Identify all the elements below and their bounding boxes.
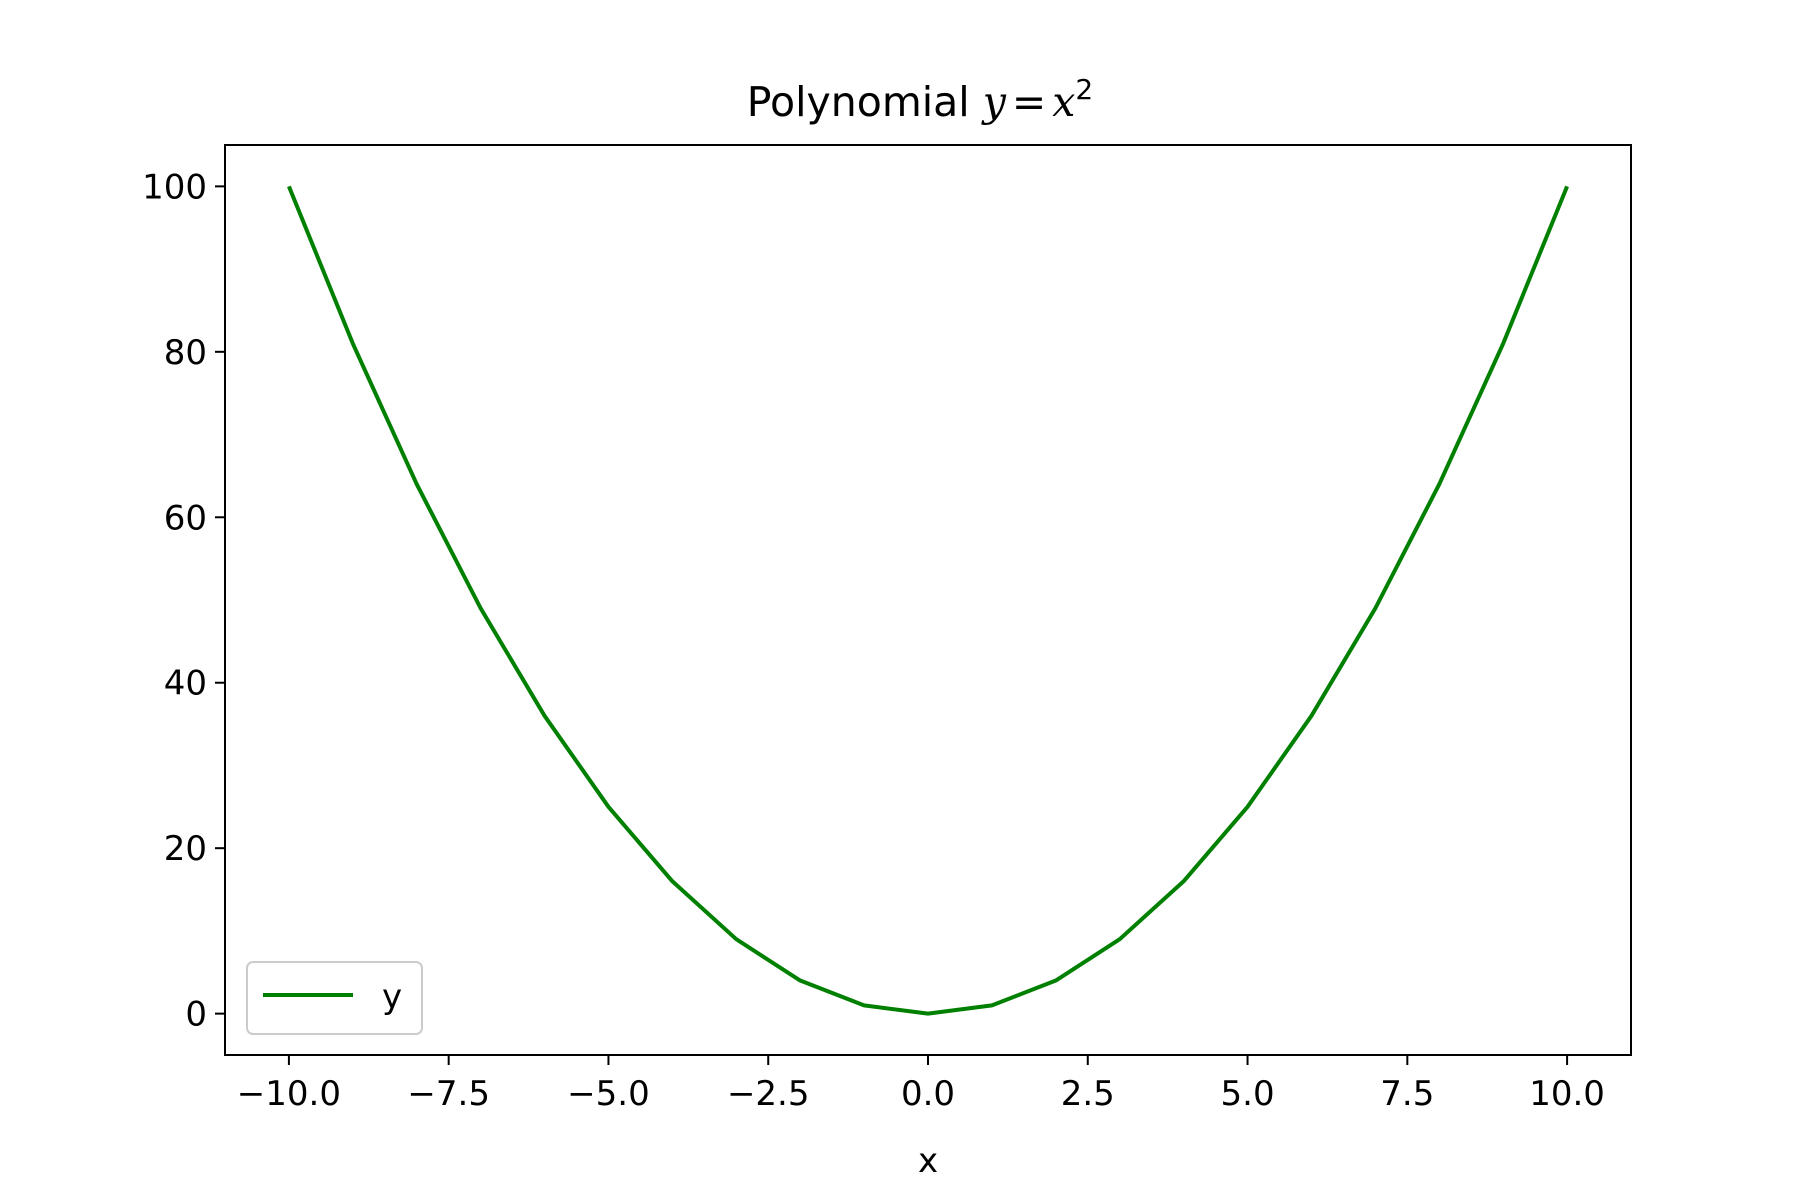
x-tick-label: 10.0 xyxy=(1529,1074,1605,1114)
legend-label: y xyxy=(382,977,402,1017)
plot-area xyxy=(287,185,1569,1016)
chart-title-exponent: 2 xyxy=(1075,73,1093,106)
x-tick-label: 2.5 xyxy=(1061,1074,1115,1114)
legend: y xyxy=(246,961,423,1035)
x-tick-label: 5.0 xyxy=(1221,1074,1275,1114)
y-tick-label: 100 xyxy=(142,167,207,207)
y-tick-label: 40 xyxy=(164,664,207,704)
chart-title-rhs: x xyxy=(1052,78,1075,126)
x-axis: −10.0 −7.5 −5.0 −2.5 0.0 2.5 5.0 7.5 10.0 xyxy=(237,1055,1605,1114)
x-tick-label: −5.0 xyxy=(567,1074,650,1114)
x-tick-label: −7.5 xyxy=(407,1074,490,1114)
y-tick-label: 20 xyxy=(164,829,207,869)
y-axis: 0 20 40 60 80 100 xyxy=(142,167,225,1035)
x-tick-label: 7.5 xyxy=(1380,1074,1434,1114)
x-axis-label: x xyxy=(918,1141,938,1181)
chart-title: Polynomial y = x2 xyxy=(747,73,1093,126)
chart-title-prefix: Polynomial xyxy=(747,78,983,126)
y-tick-label: 0 xyxy=(185,995,207,1035)
chart-title-eq: = xyxy=(1012,78,1046,126)
legend-box xyxy=(246,961,423,1035)
chart-title-lhs: y xyxy=(981,78,1007,126)
x-tick-label: −10.0 xyxy=(237,1074,341,1114)
series-line-y xyxy=(287,185,1569,1016)
x-tick-label: −2.5 xyxy=(727,1074,810,1114)
y-tick-label: 60 xyxy=(164,498,207,538)
x-tick-label: 0.0 xyxy=(901,1074,955,1114)
y-tick-label: 80 xyxy=(164,333,207,373)
